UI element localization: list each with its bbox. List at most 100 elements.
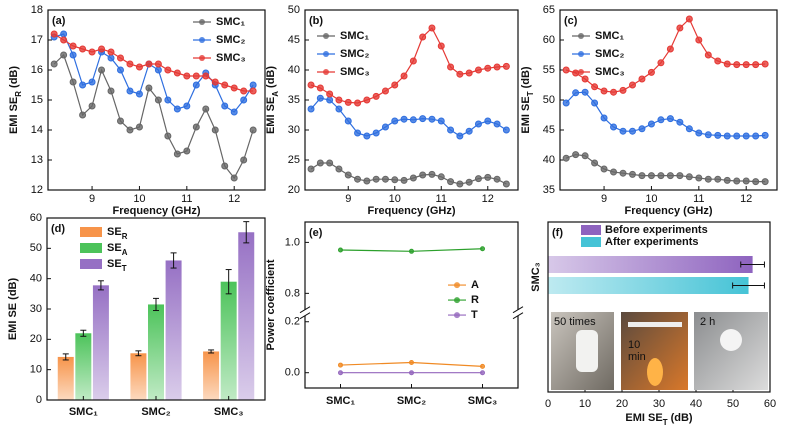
data-point (666, 172, 674, 180)
legend-label-part: SE (107, 226, 122, 238)
data-point (354, 129, 362, 137)
y-axis-label: EMI SE (dB) (7, 278, 19, 341)
bar (220, 281, 237, 400)
legend-swatch (80, 259, 102, 269)
data-point (419, 33, 427, 41)
series-line (310, 27, 507, 104)
axis-break-gap (300, 309, 310, 316)
data-point (391, 176, 399, 184)
data-point (761, 60, 769, 68)
data-point (240, 156, 248, 164)
data-point (60, 51, 68, 59)
bar (148, 304, 164, 400)
photo-sample (720, 329, 742, 351)
legend-marker (578, 33, 584, 39)
axis-break (512, 306, 524, 314)
photo-annotation: min (628, 351, 646, 363)
x-tick-label: SMC₂ (141, 406, 170, 418)
y-tick-label: 20 (288, 184, 300, 196)
axis-break-gap (513, 309, 523, 316)
photo-annotation: 50 times (554, 316, 596, 328)
data-point (135, 123, 143, 131)
data-point (657, 116, 665, 124)
y-tick-label: SMC₃ (530, 262, 542, 292)
x-tick-label: 12 (740, 193, 752, 205)
x-tick-label: SMC₁ (326, 395, 355, 407)
data-point (307, 81, 315, 89)
x-tick-label: 12 (482, 193, 494, 205)
y-tick-label: 18 (31, 4, 43, 16)
data-point (733, 61, 741, 69)
legend-label: SMC₃ (216, 52, 246, 64)
data-point (183, 102, 191, 110)
data-point (628, 170, 636, 178)
data-point (685, 15, 693, 23)
data-point (69, 78, 77, 86)
data-point (240, 87, 248, 95)
data-point (591, 159, 599, 167)
legend-label: SMC₃ (595, 66, 625, 78)
data-point (164, 96, 172, 104)
bar (238, 232, 255, 400)
data-point (202, 72, 210, 80)
data-point (335, 165, 343, 173)
data-point (326, 96, 334, 104)
bar (548, 277, 749, 294)
x-tick-label: 50 (727, 398, 739, 410)
bar (57, 356, 74, 400)
data-point (164, 66, 172, 74)
bar (203, 351, 220, 400)
y-tick-label: 40 (288, 64, 300, 76)
data-point (752, 61, 760, 69)
series-line (53, 33, 254, 113)
data-point (230, 84, 238, 92)
data-point (98, 66, 106, 74)
x-tick-label: 10 (579, 398, 591, 410)
data-point (400, 115, 408, 123)
data-point (154, 96, 162, 104)
x-tick-label: 40 (690, 398, 702, 410)
y-tick-label: 50 (543, 94, 555, 106)
x-axis-label: EMI SET (dB) (625, 412, 693, 427)
data-point (610, 88, 618, 96)
data-point (409, 360, 414, 366)
y-axis-label-part: A (271, 91, 280, 97)
y-tick-label: 25 (288, 154, 300, 166)
data-point (456, 132, 464, 140)
y-tick-label: 30 (30, 303, 42, 315)
data-point (344, 117, 352, 125)
x-tick-label: 9 (601, 193, 607, 205)
data-point (704, 131, 712, 139)
y-axis-label-part: (dB) (8, 66, 20, 91)
legend-label: Before experiments (605, 224, 708, 236)
data-point (400, 72, 408, 80)
data-point (50, 60, 58, 68)
legend-swatch (581, 237, 601, 247)
x-tick-label: 10 (389, 193, 401, 205)
legend-swatch (581, 225, 601, 235)
data-point (116, 66, 124, 74)
data-point (50, 30, 58, 38)
x-tick-label: 9 (345, 193, 351, 205)
data-point (704, 175, 712, 183)
legend-label: R (471, 294, 479, 306)
data-point (202, 105, 210, 113)
plot-frame (547, 221, 771, 393)
x-tick-label: SMC₃ (214, 406, 244, 418)
data-point (502, 62, 510, 70)
x-tick-label: 0 (545, 398, 551, 410)
legend-marker (323, 51, 329, 57)
legend-label: SER (107, 226, 128, 241)
y-axis-label: EMI SET (dB) (520, 66, 535, 134)
series-line (310, 97, 507, 137)
legend-marker (199, 37, 205, 43)
panel-label: (e) (309, 227, 323, 239)
series-line (565, 153, 766, 183)
legend-label: T (471, 309, 478, 321)
data-point (126, 60, 134, 68)
y-tick-label: 30 (288, 124, 300, 136)
series-line (310, 162, 507, 185)
data-point (733, 177, 741, 185)
data-point (88, 102, 96, 110)
x-tick-label: 20 (616, 398, 628, 410)
